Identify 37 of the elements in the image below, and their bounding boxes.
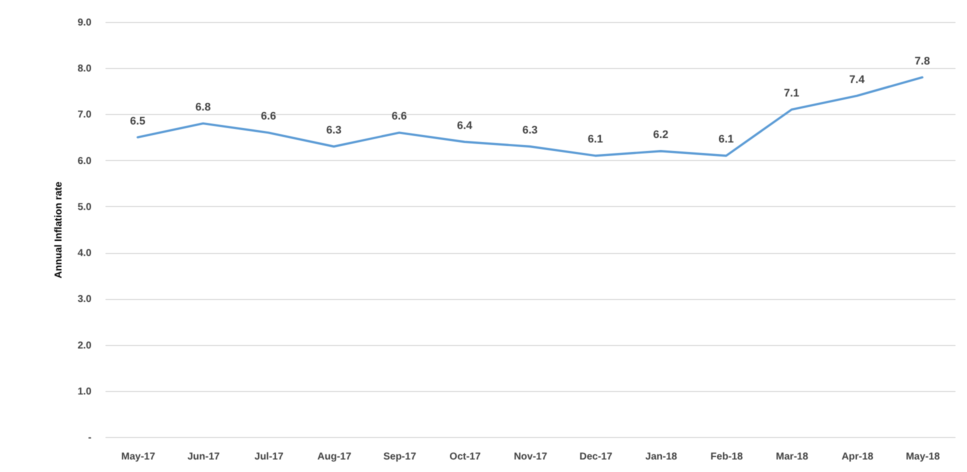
- x-tick-label: Jan-18: [645, 452, 678, 462]
- x-tick-label: May-17: [121, 452, 156, 462]
- x-tick-label: Apr-18: [842, 452, 874, 462]
- y-tick-label: 9.0: [78, 18, 92, 28]
- x-tick-label: Jun-17: [187, 452, 220, 462]
- data-label: 7.8: [914, 55, 930, 68]
- x-tick-label: Sep-17: [383, 452, 417, 462]
- x-tick-label: Nov-17: [514, 452, 548, 462]
- data-label: 6.1: [718, 134, 734, 146]
- data-label: 6.1: [588, 134, 604, 146]
- y-tick-label: 1.0: [78, 386, 92, 398]
- y-tick-label: 7.0: [78, 110, 92, 121]
- x-tick-label: Aug-17: [317, 452, 352, 462]
- data-label: 6.6: [392, 110, 407, 123]
- data-label: 6.4: [456, 120, 474, 132]
- x-tick-label: Feb-18: [710, 452, 744, 462]
- data-label: 6.6: [260, 110, 276, 123]
- data-label: 7.4: [849, 74, 866, 86]
- y-axis-title: Annual Inflation rate: [54, 181, 65, 278]
- x-tick-label: Oct-17: [450, 452, 482, 462]
- y-tick-label: 3.0: [78, 294, 92, 306]
- data-label: 6.8: [195, 101, 211, 114]
- y-tick-label: 6.0: [78, 156, 92, 167]
- y-tick-label: 4.0: [78, 248, 92, 260]
- data-label: 6.2: [653, 129, 668, 142]
- x-tick-label: Jul-17: [254, 452, 284, 462]
- y-tick-label: 5.0: [78, 202, 92, 213]
- data-label: 6.3: [522, 124, 538, 136]
- x-tick-label: Dec-17: [579, 452, 613, 462]
- y-tick-label: -: [88, 432, 92, 444]
- x-tick-label: Mar-18: [776, 452, 809, 462]
- data-label: 6.5: [130, 115, 146, 128]
- y-tick-label: 2.0: [78, 340, 92, 352]
- data-label: 6.3: [326, 124, 342, 136]
- x-tick-label: May-18: [906, 452, 940, 462]
- y-tick-label: 8.0: [78, 64, 92, 75]
- data-label: 7.1: [784, 88, 800, 100]
